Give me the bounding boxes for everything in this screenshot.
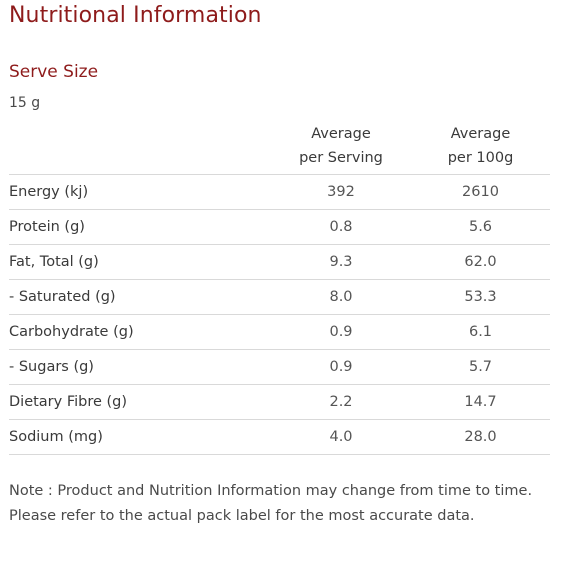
table-body: Energy (kj) 392 2610 Protein (g) 0.8 5.6…	[9, 174, 550, 455]
table-row: - Saturated (g) 8.0 53.3	[9, 279, 550, 315]
nutrient-label: Carbohydrate (g)	[9, 314, 271, 350]
serve-size-heading: Serve Size	[9, 62, 99, 82]
header-per-serving-line2: per Serving	[299, 150, 383, 166]
table-header: Average per Serving Average per 100g	[9, 118, 550, 175]
header-per-100g-line2: per 100g	[447, 150, 514, 166]
per-100g-value: 6.1	[411, 314, 550, 350]
per-serving-value: 9.3	[271, 244, 411, 280]
per-100g-value: 14.7	[411, 384, 550, 420]
per-serving-value: 0.8	[271, 209, 411, 245]
nutrient-label: Protein (g)	[9, 209, 271, 245]
table-row: Energy (kj) 392 2610	[9, 174, 550, 210]
table-row: Protein (g) 0.8 5.6	[9, 209, 550, 245]
per-100g-value: 5.7	[411, 349, 550, 385]
table-row: Carbohydrate (g) 0.9 6.1	[9, 314, 550, 350]
nutrition-table: Average per Serving Average per 100g Ene…	[9, 118, 550, 455]
header-per-100g: Average per 100g	[411, 118, 550, 175]
header-per-serving-line1: Average	[311, 126, 371, 142]
per-serving-value: 392	[271, 174, 411, 210]
nutrient-label: Dietary Fibre (g)	[9, 384, 271, 420]
header-per-serving: Average per Serving	[271, 118, 411, 175]
per-serving-value: 8.0	[271, 279, 411, 315]
nutrient-label: Energy (kj)	[9, 174, 271, 210]
per-100g-value: 5.6	[411, 209, 550, 245]
per-serving-value: 0.9	[271, 314, 411, 350]
per-100g-value: 28.0	[411, 419, 550, 455]
serve-size-value: 15 g	[9, 95, 41, 111]
per-serving-value: 0.9	[271, 349, 411, 385]
per-serving-value: 2.2	[271, 384, 411, 420]
nutrient-label: - Saturated (g)	[9, 279, 271, 315]
table-row: Dietary Fibre (g) 2.2 14.7	[9, 384, 550, 420]
disclaimer-note: Note : Product and Nutrition Information…	[9, 483, 533, 524]
header-nutrient	[9, 118, 271, 175]
table-row: - Sugars (g) 0.9 5.7	[9, 349, 550, 385]
per-100g-value: 2610	[411, 174, 550, 210]
per-100g-value: 53.3	[411, 279, 550, 315]
table-row: Sodium (mg) 4.0 28.0	[9, 419, 550, 455]
nutrient-label: - Sugars (g)	[9, 349, 271, 385]
table-row: Fat, Total (g) 9.3 62.0	[9, 244, 550, 280]
page-title: Nutritional Information	[9, 3, 262, 28]
per-100g-value: 62.0	[411, 244, 550, 280]
per-serving-value: 4.0	[271, 419, 411, 455]
header-per-100g-line1: Average	[450, 126, 511, 142]
nutrient-label: Fat, Total (g)	[9, 244, 271, 280]
table-header-row: Average per Serving Average per 100g	[9, 118, 550, 175]
nutrient-label: Sodium (mg)	[9, 419, 271, 455]
